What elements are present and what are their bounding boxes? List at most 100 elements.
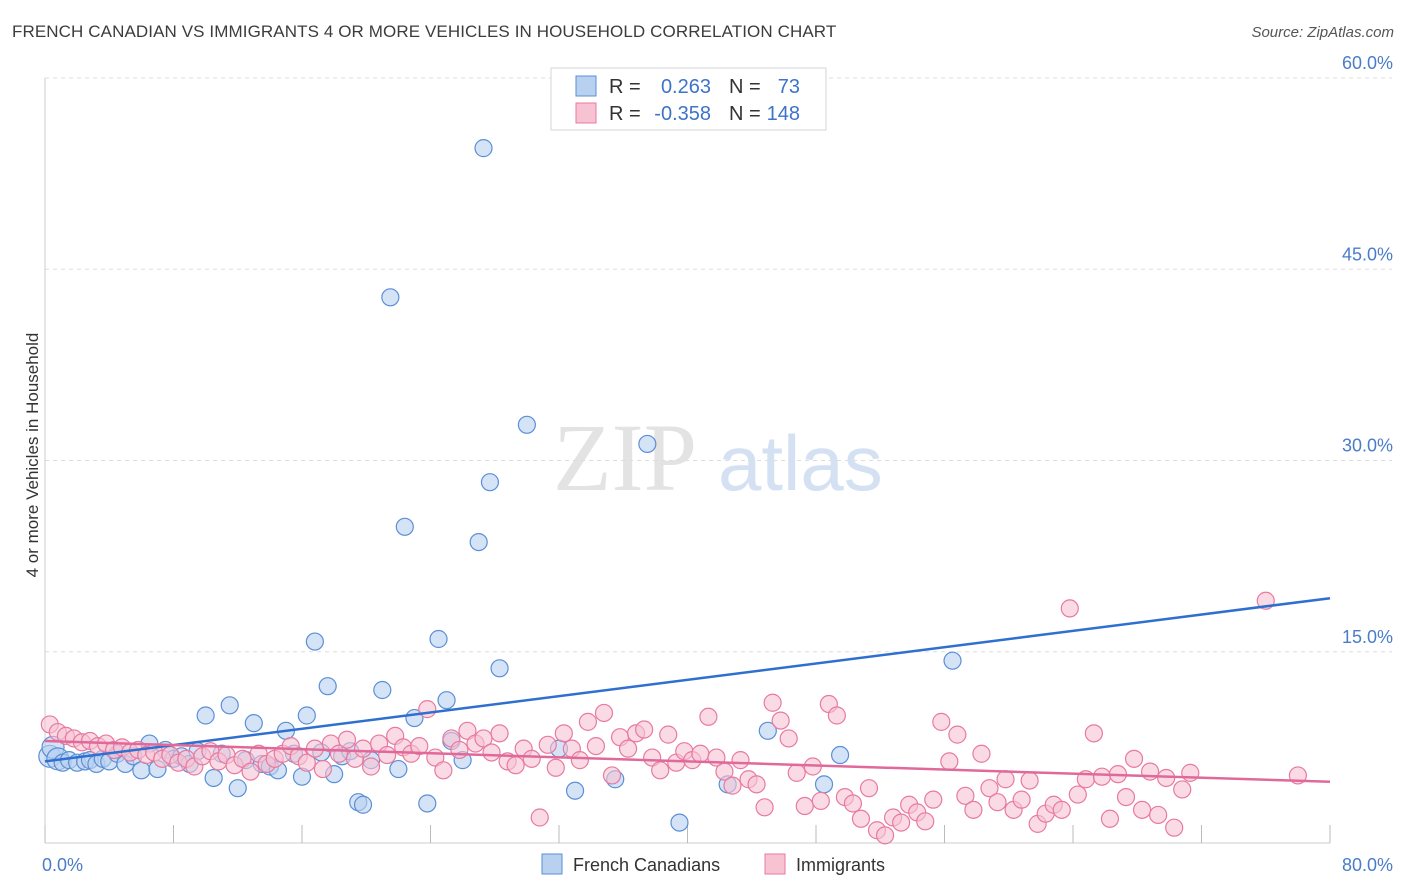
- y-axis-label: 4 or more Vehicles in Household: [23, 333, 42, 578]
- immigrants-point-66: [570, 751, 589, 770]
- immigrants-point-76: [651, 761, 670, 780]
- immigrants-point-130: [1084, 724, 1103, 743]
- immigrants-point-138: [1149, 805, 1168, 825]
- immigrants-point-90: [763, 693, 782, 712]
- immigrants-point-121: [1012, 790, 1031, 809]
- watermark-atlas: atlas: [718, 419, 883, 507]
- immigrants-point-63: [546, 758, 565, 777]
- immigrants-points: [40, 591, 1307, 845]
- immigrants-point-93: [787, 763, 806, 782]
- immigrants-point-94: [795, 796, 814, 816]
- immigrants-point-140: [1165, 818, 1184, 837]
- immigrants-point-58: [506, 756, 525, 775]
- french-canadians-point-47: [389, 759, 408, 779]
- bottom-legend-swatch-blue: [541, 853, 563, 875]
- bottom-legend-label-french-canadians: French Canadians: [573, 855, 720, 875]
- immigrants-point-132: [1100, 809, 1120, 828]
- french-canadians-point-66: [758, 721, 777, 740]
- legend-r-label-pink: R =: [609, 103, 641, 125]
- immigrants-point-135: [1124, 749, 1144, 768]
- immigrants-point-88: [747, 775, 766, 794]
- french-canadians-point-55: [469, 532, 488, 552]
- french-canadians-point-22: [196, 706, 215, 725]
- immigrants-point-111: [932, 712, 951, 731]
- y-tick-label-1: 30.0%: [1342, 436, 1393, 456]
- immigrants-point-68: [586, 736, 606, 756]
- legend-n-label-blue: N =: [729, 76, 761, 98]
- immigrants-point-39: [353, 739, 373, 758]
- legend-swatch-pink: [575, 102, 597, 124]
- x-tick-label-1: 80.0%: [1342, 855, 1393, 875]
- immigrants-point-69: [594, 703, 614, 723]
- immigrants-point-74: [635, 720, 654, 739]
- immigrants-point-72: [618, 739, 638, 758]
- legend-n-value-blue: 73: [778, 76, 800, 98]
- french-canadians-point-61: [565, 781, 585, 800]
- immigrants-point-91: [771, 711, 790, 730]
- trend-lines: [44, 596, 1331, 784]
- immigrants-point-55: [482, 743, 501, 762]
- immigrants-point-115: [964, 800, 983, 819]
- french-canadians-point-43: [353, 795, 373, 814]
- y-tick-label-2: 45.0%: [1342, 244, 1393, 264]
- immigrants-point-64: [554, 724, 573, 743]
- immigrants-point-112: [940, 752, 959, 771]
- immigrants-point-127: [1060, 599, 1079, 618]
- immigrants-point-37: [337, 730, 357, 749]
- immigrants-point-118: [988, 793, 1007, 812]
- immigrants-point-47: [418, 700, 437, 719]
- correlation-legend: R = 0.263 N = 73 R = -0.358 N = 148: [550, 67, 827, 131]
- immigrants-point-128: [1068, 785, 1087, 804]
- chart-title: FRENCH CANADIAN VS IMMIGRANTS 4 OR MORE …: [12, 22, 837, 41]
- tick-labels: 15.0% 30.0% 45.0% 60.0% 0.0% 80.0%: [42, 53, 1393, 875]
- immigrants-point-142: [1181, 763, 1200, 782]
- immigrants-point-77: [659, 725, 678, 744]
- immigrants-point-67: [578, 712, 598, 731]
- french-canadians-point-69: [830, 745, 850, 765]
- immigrants-point-119: [996, 770, 1015, 789]
- immigrants-point-60: [522, 749, 541, 768]
- immigrants-point-40: [361, 757, 381, 776]
- immigrants-point-46: [410, 736, 429, 756]
- immigrants-point-110: [924, 790, 943, 809]
- immigrants-point-106: [892, 813, 911, 832]
- immigrants-point-131: [1092, 767, 1112, 786]
- legend-swatch-blue: [575, 75, 597, 97]
- immigrants-point-62: [538, 735, 557, 754]
- legend-n-value-pink: 148: [767, 103, 800, 125]
- french-canadians-point-68: [814, 775, 834, 794]
- french-canadians-point-45: [373, 680, 392, 700]
- french-canadians-point-59: [517, 415, 536, 434]
- french-canadians-point-14: [132, 761, 151, 780]
- french-canadians-point-26: [228, 779, 247, 798]
- immigrants-point-114: [956, 786, 975, 805]
- french-canadians-point-67: [943, 651, 962, 670]
- grid-lines: [45, 77, 1392, 653]
- legend-r-value-pink: -0.358: [654, 103, 711, 125]
- french-canadians-point-58: [490, 659, 509, 678]
- immigrants-point-101: [851, 809, 871, 828]
- legend-r-label-blue: R =: [609, 76, 641, 98]
- source-credit: Source: ZipAtlas.com: [1251, 24, 1394, 41]
- immigrants-point-104: [875, 826, 895, 845]
- immigrants-point-141: [1173, 780, 1192, 799]
- immigrants-point-61: [530, 808, 549, 827]
- french-canadians-trend-line: [44, 596, 1331, 763]
- immigrants-point-56: [490, 724, 509, 743]
- immigrants-point-113: [948, 725, 967, 744]
- bottom-legend-label-immigrants: Immigrants: [796, 855, 885, 875]
- french-canadians-point-23: [204, 768, 223, 788]
- french-canadians-point-63: [638, 434, 657, 454]
- immigrants-point-51: [450, 740, 469, 760]
- french-canadians-point-28: [244, 714, 263, 733]
- axes: [44, 78, 1331, 844]
- immigrants-point-126: [1052, 800, 1071, 819]
- immigrants-point-89: [755, 798, 774, 817]
- legend-n-label-pink: N =: [729, 103, 761, 125]
- immigrants-point-116: [972, 744, 991, 763]
- y-tick-label-3: 60.0%: [1342, 53, 1393, 73]
- french-canadians-point-56: [474, 139, 493, 158]
- french-canadians-point-25: [220, 696, 239, 715]
- watermark-zip: ZIP: [553, 404, 697, 511]
